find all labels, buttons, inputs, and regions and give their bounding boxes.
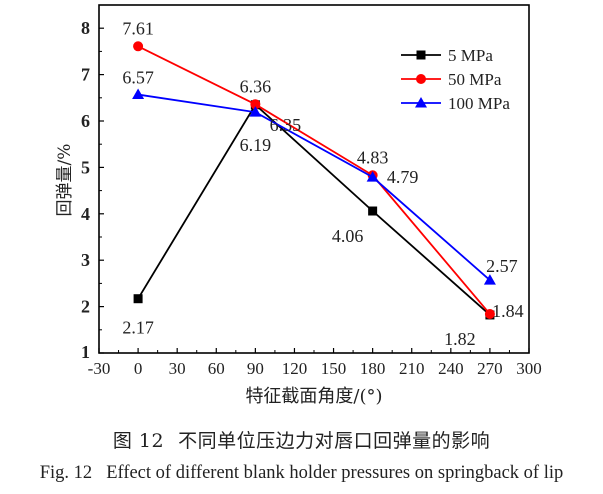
caption-cn-number: 图 12 <box>112 430 165 452</box>
circle-marker <box>133 41 144 52</box>
circle-marker <box>250 99 261 110</box>
legend: 5 MPa 50 MPa 100 MPa <box>401 46 510 113</box>
series-5-mpa <box>133 100 495 320</box>
x-tick-label: 180 <box>360 359 386 378</box>
legend-label: 5 MPa <box>448 46 493 65</box>
y-tick-label: 8 <box>81 18 90 38</box>
data-label: 6.35 <box>270 115 302 135</box>
series-50-mpa <box>133 41 495 320</box>
legend-label: 100 MPa <box>448 94 510 113</box>
y-tick-label: 6 <box>81 111 90 131</box>
data-label: 6.57 <box>122 68 154 88</box>
data-label: 6.19 <box>240 135 272 155</box>
x-tick-label: 30 <box>169 359 186 378</box>
square-marker <box>133 294 143 304</box>
data-label: 4.83 <box>357 147 389 167</box>
caption-cn-text: 不同单位压边力对唇口回弹量的影响 <box>178 430 491 452</box>
data-label: 6.36 <box>240 76 272 96</box>
triangle-marker <box>366 171 379 182</box>
x-tick-label: 240 <box>438 359 464 378</box>
legend-item-5-mpa: 5 MPa <box>401 46 493 65</box>
y-tick-label: 7 <box>81 65 90 85</box>
series-line <box>137 103 491 316</box>
square-marker <box>368 206 378 216</box>
y-tick-label: 2 <box>81 297 90 317</box>
x-tick-label: -30 <box>88 359 111 378</box>
x-axis-label: 特征截面角度/(°) <box>245 386 382 407</box>
x-tick-label: 90 <box>247 359 264 378</box>
triangle-marker <box>483 274 496 285</box>
triangle-marker <box>132 88 145 100</box>
data-label: 2.17 <box>122 318 154 338</box>
data-label: 1.82 <box>444 329 476 349</box>
y-tick-label: 3 <box>81 250 90 270</box>
series-100-mpa <box>132 88 496 285</box>
series-group <box>132 41 496 320</box>
y-tick-label: 4 <box>81 204 90 224</box>
legend-item-100-mpa: 100 MPa <box>401 94 510 113</box>
x-tick-label: 210 <box>399 359 425 378</box>
caption-en-text: Effect of different blank holder pressur… <box>106 463 564 483</box>
y-axis-label: 回弹量/% <box>55 144 75 217</box>
circle-marker <box>416 74 426 84</box>
caption-chinese: 图 12 不同单位压边力对唇口回弹量的影响 <box>0 426 603 453</box>
x-tick-label: 270 <box>477 359 503 378</box>
legend-label: 50 MPa <box>448 70 502 89</box>
data-labels: 2.17 6.35 4.06 1.82 7.61 6.36 4.83 1.84 6.57 6.19… <box>122 18 523 349</box>
square-marker <box>416 50 426 60</box>
x-tick-label: 0 <box>134 359 143 378</box>
chart: -30 0 30 60 90 120 150 180 210 240 270 30012345678 … <box>55 4 542 407</box>
y-tick-label: 1 <box>81 342 90 362</box>
x-tick-label: 120 <box>282 359 308 378</box>
legend-item-50-mpa: 50 MPa <box>401 70 502 89</box>
triangle-marker <box>249 106 262 117</box>
data-label: 7.61 <box>122 18 154 38</box>
data-label: 1.84 <box>492 301 524 321</box>
data-label: 4.79 <box>387 167 419 187</box>
triangle-marker <box>415 97 427 108</box>
x-tick-label: 150 <box>321 359 347 378</box>
x-tick-label: 60 <box>208 359 225 378</box>
series-line <box>137 93 491 281</box>
x-tick-label: 300 <box>516 359 542 378</box>
axes: -30 0 30 60 90 120 150 180 210 240 270 300 1 2 3 4 5 6 7 8 <box>81 4 542 378</box>
data-label: 4.06 <box>332 226 364 246</box>
circle-marker <box>484 309 495 320</box>
y-tick-label: 5 <box>81 157 90 177</box>
series-line <box>137 45 491 315</box>
data-label: 2.57 <box>486 256 518 276</box>
caption-en-number: Fig. 12 <box>39 463 93 483</box>
caption-english: Fig. 12 Effect of different blank holder … <box>0 463 603 484</box>
